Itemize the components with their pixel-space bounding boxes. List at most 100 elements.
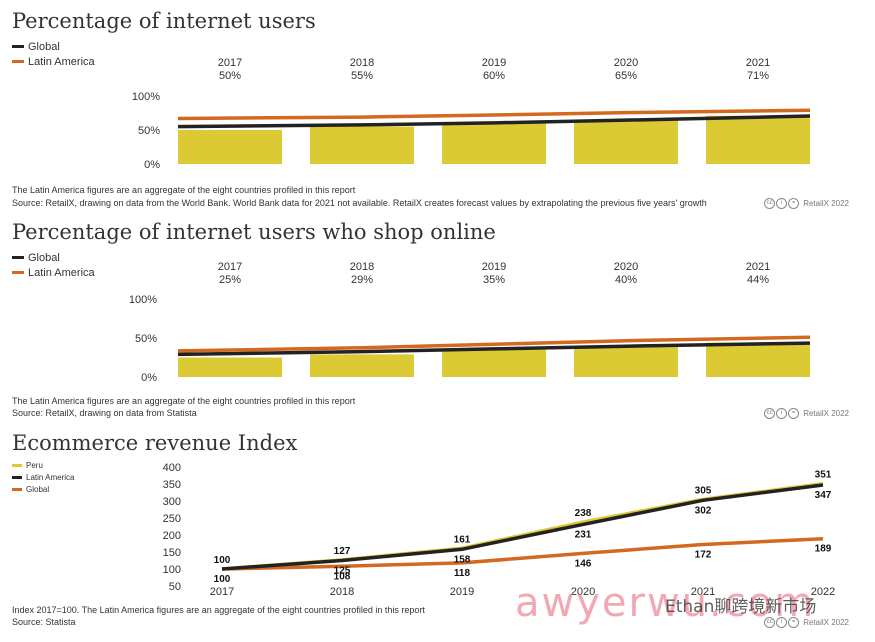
- data-label: 29%: [351, 274, 373, 286]
- legend-item-latin-america: Latin America: [12, 54, 95, 69]
- legend-item-global: Global: [12, 250, 95, 265]
- y-tick-label: 50%: [135, 333, 157, 345]
- data-label-latin-america: 231: [575, 529, 592, 540]
- bar: [178, 357, 282, 377]
- category-label: 2017: [218, 57, 242, 69]
- data-label: 25%: [219, 274, 241, 286]
- data-label-latin-america: 100: [214, 574, 231, 585]
- data-label: 35%: [483, 274, 505, 286]
- y-tick-label: 250: [163, 513, 181, 525]
- bar: [574, 119, 678, 164]
- legend: Global Latin America: [12, 250, 95, 280]
- chart-plot: 50 100 150 200 250 300 350 400 2017 2018 2019 2020 2…: [163, 462, 836, 598]
- x-tick-label: 2019: [450, 586, 474, 598]
- credit: cc i = RetailX 2022: [764, 198, 849, 209]
- data-label-latin-america: 302: [695, 505, 712, 516]
- legend-item-global: Global: [12, 39, 95, 54]
- chart-source: Source: RetailX, drawing on data from St…: [12, 408, 197, 418]
- x-tick-label: 2021: [691, 586, 715, 598]
- data-label: 71%: [747, 70, 769, 82]
- data-label: 40%: [615, 274, 637, 286]
- x-tick-label: 2017: [210, 586, 234, 598]
- category-label: 2020: [614, 57, 638, 69]
- data-label-global: 172: [695, 550, 712, 561]
- category-label: 2017: [218, 261, 242, 273]
- chart-title: Percentage of internet users who shop on…: [12, 220, 496, 244]
- cc-license-icon: cc i =: [764, 617, 800, 628]
- category-label: 2018: [350, 57, 374, 69]
- legend-item-latin-america: Latin America: [12, 265, 95, 280]
- legend-swatch: [12, 256, 24, 259]
- legend-swatch: [12, 271, 24, 274]
- bar: [310, 354, 414, 377]
- data-label: 55%: [351, 70, 373, 82]
- category-label: 2020: [614, 261, 638, 273]
- legend-swatch: [12, 487, 22, 491]
- bar: [310, 126, 414, 164]
- chart-note: Index 2017=100. The Latin America figure…: [12, 605, 425, 615]
- data-label: 60%: [483, 70, 505, 82]
- series-line-global: [221, 536, 824, 571]
- y-tick-label: 200: [163, 530, 181, 542]
- legend-item-global: Global: [12, 483, 74, 495]
- data-label: 65%: [615, 70, 637, 82]
- category-label: 2019: [482, 261, 506, 273]
- data-label-peru: 238: [575, 508, 592, 519]
- chart-note: The Latin America figures are an aggrega…: [12, 185, 356, 195]
- data-label-latin-america: 347: [815, 490, 832, 501]
- bar: [574, 345, 678, 377]
- category-label: 2021: [746, 261, 770, 273]
- data-label: 44%: [747, 274, 769, 286]
- series-line-latin-america: [177, 108, 811, 121]
- x-tick-label: 2020: [571, 586, 595, 598]
- chart-note: The Latin America figures are an aggrega…: [12, 396, 356, 406]
- chart-shop-online: Percentage of internet users who shop on…: [0, 215, 875, 425]
- series-line-latin-america: [221, 483, 824, 571]
- chart-title: Percentage of internet users: [12, 9, 316, 33]
- series-line-global: [177, 341, 811, 357]
- bar: [442, 349, 546, 377]
- data-label-peru: 161: [454, 534, 471, 545]
- watermark: awyerwu.com: [515, 580, 816, 626]
- data-label-peru: 305: [695, 485, 712, 496]
- chart-title: Ecommerce revenue Index: [12, 431, 298, 455]
- data-label-latin-america: 125: [334, 566, 351, 577]
- bar: [706, 342, 810, 377]
- chart-plot: 0%50%100%201750%201855%201960%202065%202…: [132, 57, 811, 171]
- legend-item-peru: Peru: [12, 459, 74, 471]
- series-line-global: [177, 114, 811, 129]
- y-tick-label: 300: [163, 496, 181, 508]
- y-tick-label: 50: [169, 581, 181, 593]
- chart-source: Source: Statista: [12, 617, 76, 627]
- category-label: 2018: [350, 261, 374, 273]
- chart-source: Source: RetailX, drawing on data from th…: [12, 198, 707, 208]
- credit: cc i = RetailX 2022: [764, 408, 849, 419]
- chart-revenue-index: Ecommerce revenue Index Peru Latin Ameri…: [0, 425, 875, 642]
- legend: Global Latin America: [12, 39, 95, 69]
- legend-swatch: [12, 463, 22, 467]
- cc-license-icon: cc i =: [764, 198, 800, 209]
- data-label-peru: 100: [214, 555, 231, 566]
- cc-license-icon: cc i =: [764, 408, 800, 419]
- legend-swatch: [12, 45, 24, 48]
- chart-internet-users: Percentage of internet users Global Lati…: [0, 0, 875, 215]
- data-label: 50%: [219, 70, 241, 82]
- data-label-peru: 351: [815, 470, 832, 481]
- legend-item-latin-america: Latin America: [12, 471, 74, 483]
- data-label-global: 118: [454, 568, 471, 579]
- series-line-latin-america: [177, 335, 811, 353]
- watermark-caption: Ethan聊跨境新市场: [665, 597, 817, 617]
- legend-swatch: [12, 60, 24, 63]
- y-tick-label: 100%: [132, 91, 160, 103]
- data-label-global: 146: [575, 558, 592, 569]
- bar: [442, 123, 546, 164]
- category-label: 2021: [746, 57, 770, 69]
- data-label-global: 108: [334, 571, 351, 582]
- y-tick-label: 0%: [144, 159, 160, 171]
- x-tick-label: 2022: [811, 586, 835, 598]
- legend: Peru Latin America Global: [12, 459, 74, 495]
- bar: [706, 115, 810, 164]
- bar: [178, 130, 282, 164]
- y-tick-label: 400: [163, 462, 181, 474]
